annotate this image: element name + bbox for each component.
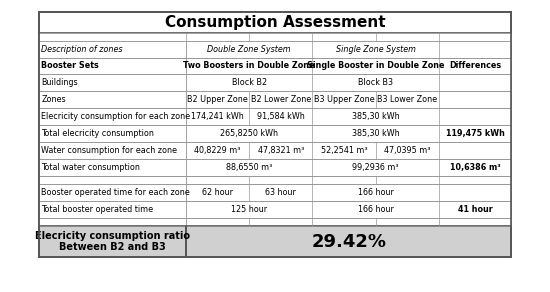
Text: Total elecricity consumption: Total elecricity consumption: [41, 129, 154, 138]
Text: Block B2: Block B2: [232, 79, 267, 87]
Text: 41 hour: 41 hour: [458, 205, 493, 214]
Text: 29.42%: 29.42%: [311, 233, 386, 251]
Text: 47,8321 m³: 47,8321 m³: [257, 146, 304, 155]
Text: 91,584 kWh: 91,584 kWh: [257, 112, 305, 121]
Bar: [39, 226, 186, 257]
Text: Differences: Differences: [449, 62, 501, 70]
Text: 119,475 kWh: 119,475 kWh: [446, 129, 505, 138]
Text: Elecricity consumption for each zone: Elecricity consumption for each zone: [41, 112, 190, 121]
Bar: [39, 108, 512, 125]
Text: B3 Lower Zone: B3 Lower Zone: [377, 95, 437, 104]
Text: Two Boosters in Double Zone: Two Boosters in Double Zone: [183, 62, 315, 70]
Text: Double Zone System: Double Zone System: [207, 45, 291, 53]
Bar: [186, 226, 512, 257]
Text: 88,6550 m³: 88,6550 m³: [226, 163, 272, 172]
Text: Total water consumption: Total water consumption: [41, 163, 140, 172]
Bar: [39, 201, 512, 218]
Text: 52,2541 m³: 52,2541 m³: [321, 146, 367, 155]
Text: 63 hour: 63 hour: [265, 188, 296, 197]
Bar: [39, 12, 512, 257]
Bar: [39, 91, 512, 108]
Text: Single Booster in Double Zone: Single Booster in Double Zone: [307, 62, 444, 70]
Text: 47,0395 m³: 47,0395 m³: [384, 146, 431, 155]
Bar: [39, 159, 512, 176]
Text: B2 Upper Zone: B2 Upper Zone: [187, 95, 248, 104]
Text: Total booster operated time: Total booster operated time: [41, 205, 153, 214]
Text: 125 hour: 125 hour: [231, 205, 267, 214]
Bar: [39, 184, 512, 201]
Text: B3 Upper Zone: B3 Upper Zone: [314, 95, 375, 104]
Bar: [39, 142, 512, 159]
Bar: [39, 58, 512, 74]
Bar: [39, 12, 512, 33]
Bar: [39, 33, 512, 41]
Bar: [39, 125, 512, 142]
Text: Description of zones: Description of zones: [41, 45, 123, 53]
Text: 10,6386 m³: 10,6386 m³: [450, 163, 500, 172]
Text: 385,30 kWh: 385,30 kWh: [352, 112, 399, 121]
Bar: [39, 218, 512, 226]
Text: 40,8229 m³: 40,8229 m³: [194, 146, 241, 155]
Text: Buildings: Buildings: [41, 79, 78, 87]
Bar: [39, 176, 512, 184]
Text: Water consumption for each zone: Water consumption for each zone: [41, 146, 177, 155]
Text: B2 Lower Zone: B2 Lower Zone: [251, 95, 311, 104]
Text: 174,241 kWh: 174,241 kWh: [191, 112, 244, 121]
Text: Consumption Assessment: Consumption Assessment: [164, 15, 386, 30]
Text: Single Zone System: Single Zone System: [336, 45, 416, 53]
Text: Booster Sets: Booster Sets: [41, 62, 99, 70]
Text: Zones: Zones: [41, 95, 66, 104]
Text: 166 hour: 166 hour: [358, 205, 394, 214]
Text: 265,8250 kWh: 265,8250 kWh: [220, 129, 278, 138]
Text: Elecricity consumption ratio
Between B2 and B3: Elecricity consumption ratio Between B2 …: [35, 231, 190, 252]
Text: Booster operated time for each zone: Booster operated time for each zone: [41, 188, 190, 197]
Text: Block B3: Block B3: [358, 79, 393, 87]
Text: 62 hour: 62 hour: [202, 188, 233, 197]
Text: 385,30 kWh: 385,30 kWh: [352, 129, 399, 138]
Text: 166 hour: 166 hour: [358, 188, 394, 197]
Bar: [39, 74, 512, 91]
Bar: [39, 41, 512, 58]
Text: 99,2936 m³: 99,2936 m³: [353, 163, 399, 172]
